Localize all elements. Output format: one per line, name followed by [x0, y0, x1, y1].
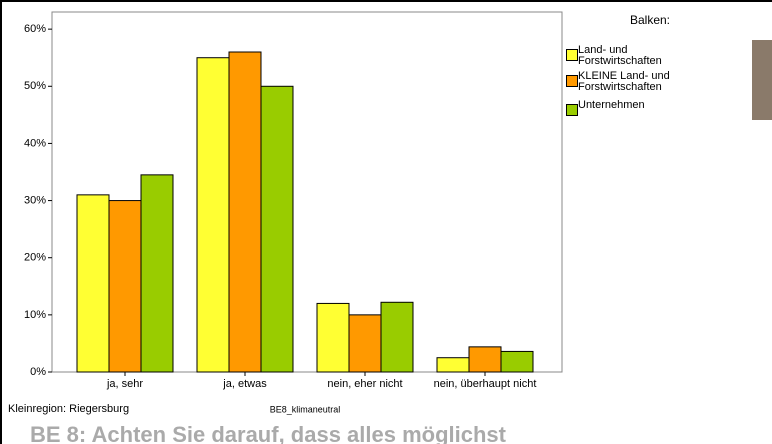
question-text: BE 8: Achten Sie darauf, dass alles mögl…: [30, 422, 507, 444]
legend-title: Balken:: [630, 13, 670, 27]
y-tick-label: 0%: [30, 366, 46, 378]
bar: [500, 350, 534, 373]
x-tick-label: nein, eher nicht: [327, 378, 402, 390]
y-tick-label: 40%: [24, 137, 46, 149]
bar: [260, 85, 294, 373]
legend-swatch: [566, 75, 578, 87]
bar: [108, 200, 142, 373]
y-tick-label: 10%: [24, 309, 46, 321]
x-tick-label: ja, sehr: [106, 378, 143, 390]
bar: [436, 357, 470, 373]
x-tick-label: ja, etwas: [222, 378, 267, 390]
bar: [316, 302, 350, 373]
y-tick-label: 20%: [24, 252, 46, 264]
y-tick-label: 60%: [24, 23, 46, 35]
bar: [196, 57, 230, 373]
legend-swatch: [566, 49, 578, 61]
bar: [140, 174, 174, 373]
legend-swatch: [566, 104, 578, 116]
bar: [76, 194, 110, 373]
x-axis-title: BE8_klimaneutral: [270, 404, 341, 414]
bar: [348, 314, 382, 373]
legend-label: Unternehmen: [578, 99, 645, 111]
bar: [380, 301, 414, 373]
x-tick-label: nein, überhaupt nicht: [434, 378, 537, 390]
bar: [228, 51, 262, 373]
y-tick-label: 50%: [24, 80, 46, 92]
legend-label: Land- und Forstwirtschaften: [578, 44, 662, 67]
bar: [468, 346, 502, 373]
legend-label: KLEINE Land- und Forstwirtschaften: [578, 70, 670, 93]
footnote: Kleinregion: Riegersburg: [8, 403, 129, 415]
photo-fragment: [752, 40, 772, 120]
y-tick-label: 30%: [24, 194, 46, 206]
